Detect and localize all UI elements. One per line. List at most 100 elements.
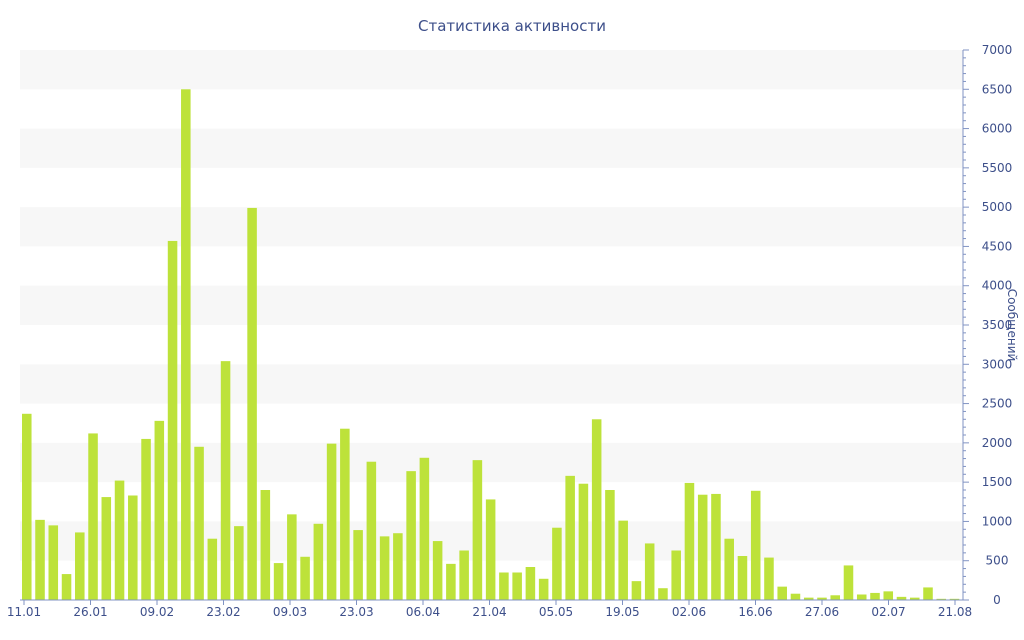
bar: [949, 598, 960, 600]
bar: [35, 519, 45, 600]
bar: [419, 457, 430, 600]
bar: [472, 460, 483, 600]
y-tick-label: 1000: [982, 514, 1013, 528]
x-tick-label: 23.02: [206, 605, 240, 619]
bar: [379, 536, 390, 600]
grid-band: [20, 364, 963, 404]
bar: [141, 438, 151, 600]
bar: [499, 572, 509, 600]
bar: [313, 523, 324, 600]
bar: [247, 207, 257, 600]
bar: [764, 557, 774, 600]
y-tick-label: 6500: [982, 82, 1013, 96]
y-tick-label: 3500: [982, 318, 1013, 332]
bar: [790, 593, 801, 600]
bar: [366, 461, 377, 600]
y-tick-label: 3000: [982, 357, 1013, 371]
x-tick-label: 06.04: [406, 605, 440, 619]
bar: [896, 596, 907, 600]
bar: [658, 588, 668, 600]
bar: [618, 520, 628, 600]
x-tick-label: 11.01: [7, 605, 41, 619]
bar: [870, 592, 880, 600]
bar: [817, 597, 827, 600]
x-tick-label: 21.04: [472, 605, 506, 619]
background-bands: [20, 50, 963, 561]
x-tick-label: 09.02: [140, 605, 174, 619]
bar: [777, 586, 787, 600]
bar: [578, 483, 589, 600]
bar: [101, 497, 112, 600]
bar: [220, 361, 231, 600]
y-tick-label: 500: [986, 554, 1009, 568]
bar: [923, 587, 933, 600]
grid-band: [20, 285, 963, 325]
bar: [538, 578, 549, 600]
bar: [181, 89, 191, 600]
bar-series: [22, 89, 960, 600]
bar: [737, 556, 748, 600]
bar: [75, 532, 85, 600]
bar: [260, 490, 271, 600]
bar: [803, 597, 814, 600]
bar: [114, 480, 125, 600]
bar: [300, 556, 310, 600]
bar: [631, 581, 642, 600]
x-tick-label: 05.05: [539, 605, 573, 619]
bar: [446, 563, 456, 600]
bar: [856, 594, 867, 600]
grid-band: [20, 50, 963, 90]
bar: [565, 475, 575, 600]
bar: [711, 493, 721, 600]
bar: [552, 527, 562, 600]
bar: [883, 591, 894, 600]
x-axis: 11.01 26.01 09.02 23.02 09.03 23.03 06.04 21.04…: [7, 599, 972, 619]
y-tick-label: 4000: [982, 279, 1013, 293]
chart-title: Статистика активности: [418, 17, 606, 35]
bar: [830, 595, 840, 600]
bar: [671, 550, 681, 600]
bar: [194, 446, 204, 600]
bar: [287, 514, 297, 600]
grid-band: [20, 128, 963, 168]
x-tick-label: 23.03: [339, 605, 373, 619]
bar: [843, 565, 854, 600]
y-tick-label: 6000: [982, 122, 1013, 136]
bar: [684, 482, 695, 600]
y-tick-label: 2000: [982, 436, 1013, 450]
bar: [936, 598, 947, 600]
bar: [128, 495, 138, 600]
bar: [750, 490, 761, 600]
bar: [167, 240, 178, 600]
bar: [644, 543, 655, 600]
bar: [353, 530, 363, 600]
bar: [432, 541, 443, 600]
bar: [591, 419, 602, 600]
bar: [61, 574, 72, 600]
bar: [48, 525, 59, 600]
y-tick-label: 5500: [982, 161, 1013, 175]
bar: [234, 526, 244, 600]
x-tick-label: 02.07: [871, 605, 905, 619]
x-tick-label: 26.01: [73, 605, 107, 619]
x-tick-label: 19.05: [605, 605, 639, 619]
x-tick-label: 09.03: [273, 605, 307, 619]
y-tick-label: 1500: [982, 475, 1013, 489]
y-tick-label: 5000: [982, 200, 1013, 214]
x-tick-label: 02.06: [672, 605, 706, 619]
y-axis: 0 500 1000 1500 2000 2500 3000 3500 4000 4500 5000…: [962, 43, 1013, 607]
bar: [393, 533, 403, 600]
x-tick-label: 16.06: [738, 605, 772, 619]
bar: [605, 490, 615, 600]
bar: [909, 597, 920, 600]
grid-band: [20, 207, 963, 247]
bar: [406, 471, 416, 600]
x-tick-label: 21.08: [938, 605, 972, 619]
bar: [724, 538, 734, 600]
bar: [697, 494, 708, 600]
y-tick-label: 7000: [982, 43, 1013, 57]
bar: [512, 572, 522, 600]
y-tick-label: 0: [993, 593, 1001, 607]
bar: [273, 563, 284, 600]
